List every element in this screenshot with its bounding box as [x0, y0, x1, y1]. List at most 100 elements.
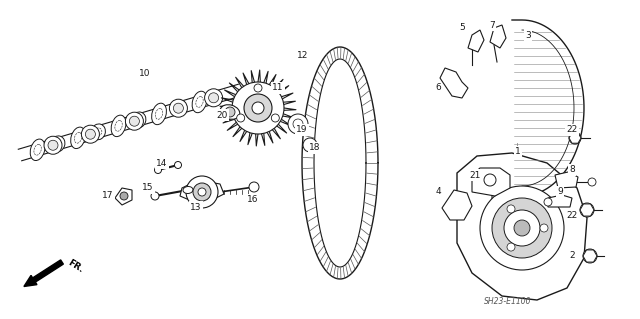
Polygon shape: [442, 190, 472, 220]
Text: 9: 9: [557, 188, 563, 197]
Polygon shape: [457, 153, 587, 300]
Circle shape: [288, 114, 308, 134]
Text: 5: 5: [459, 24, 465, 33]
Circle shape: [237, 114, 244, 122]
Circle shape: [588, 178, 596, 186]
Polygon shape: [580, 204, 594, 216]
Circle shape: [249, 182, 259, 192]
Circle shape: [540, 224, 548, 232]
Polygon shape: [472, 168, 510, 196]
Ellipse shape: [172, 100, 186, 116]
Circle shape: [170, 99, 188, 117]
Circle shape: [583, 249, 597, 263]
Text: 17: 17: [102, 190, 114, 199]
Ellipse shape: [54, 140, 61, 148]
Circle shape: [81, 125, 99, 143]
Circle shape: [254, 84, 262, 92]
Text: 12: 12: [298, 51, 308, 61]
Ellipse shape: [152, 103, 166, 125]
Ellipse shape: [51, 136, 65, 152]
Text: 1: 1: [515, 147, 521, 157]
Ellipse shape: [196, 97, 204, 107]
Text: 19: 19: [296, 125, 308, 135]
Polygon shape: [548, 195, 572, 207]
Ellipse shape: [34, 145, 42, 155]
Polygon shape: [115, 188, 132, 205]
Polygon shape: [492, 191, 557, 218]
Circle shape: [271, 114, 279, 122]
Polygon shape: [314, 59, 366, 267]
Ellipse shape: [111, 115, 126, 137]
Circle shape: [173, 103, 184, 113]
Ellipse shape: [156, 108, 163, 119]
Polygon shape: [180, 180, 224, 202]
Circle shape: [504, 210, 540, 246]
Text: 2: 2: [569, 251, 575, 261]
Text: 3: 3: [525, 31, 531, 40]
Text: 13: 13: [190, 203, 202, 211]
Text: 10: 10: [140, 69, 151, 78]
Circle shape: [175, 161, 182, 168]
Text: FR.: FR.: [66, 258, 84, 274]
Text: 18: 18: [309, 144, 321, 152]
Polygon shape: [440, 68, 468, 98]
Text: 16: 16: [247, 196, 259, 204]
Circle shape: [129, 116, 140, 126]
Ellipse shape: [192, 91, 207, 113]
Circle shape: [225, 107, 235, 117]
Circle shape: [544, 198, 552, 206]
Polygon shape: [555, 172, 578, 188]
Circle shape: [205, 89, 223, 107]
Circle shape: [569, 132, 581, 144]
Circle shape: [44, 136, 62, 154]
Circle shape: [580, 203, 594, 217]
Ellipse shape: [176, 104, 183, 112]
Ellipse shape: [220, 105, 240, 119]
Ellipse shape: [183, 187, 193, 194]
Polygon shape: [19, 84, 242, 161]
Circle shape: [120, 192, 128, 200]
Ellipse shape: [95, 128, 102, 136]
Circle shape: [507, 205, 515, 213]
Circle shape: [252, 102, 264, 114]
Ellipse shape: [92, 124, 106, 140]
Text: 11: 11: [272, 84, 284, 93]
Circle shape: [85, 129, 95, 139]
Ellipse shape: [70, 127, 86, 149]
Text: 4: 4: [435, 188, 441, 197]
Ellipse shape: [30, 139, 45, 160]
Polygon shape: [490, 25, 506, 48]
Text: 21: 21: [469, 170, 481, 180]
Circle shape: [492, 198, 552, 258]
Ellipse shape: [135, 116, 142, 124]
Circle shape: [507, 243, 515, 251]
Text: 20: 20: [216, 110, 228, 120]
Circle shape: [125, 112, 143, 130]
Circle shape: [48, 140, 58, 150]
Ellipse shape: [74, 132, 82, 143]
Text: SH23-E1100: SH23-E1100: [484, 298, 532, 307]
Circle shape: [154, 167, 161, 174]
Circle shape: [244, 94, 272, 122]
Ellipse shape: [132, 112, 146, 128]
Circle shape: [480, 186, 564, 270]
Circle shape: [186, 176, 218, 208]
FancyArrow shape: [24, 260, 63, 286]
Circle shape: [232, 82, 284, 134]
Circle shape: [193, 183, 211, 201]
Text: 14: 14: [156, 159, 168, 167]
Text: 8: 8: [569, 166, 575, 174]
Circle shape: [151, 192, 159, 200]
Polygon shape: [468, 30, 484, 52]
Circle shape: [484, 174, 496, 186]
Circle shape: [209, 93, 219, 103]
Text: 7: 7: [489, 20, 495, 29]
Polygon shape: [569, 133, 581, 143]
Text: 6: 6: [435, 84, 441, 93]
Circle shape: [303, 138, 317, 152]
Circle shape: [198, 188, 206, 196]
Circle shape: [514, 220, 530, 236]
Text: 22: 22: [566, 125, 578, 135]
Text: 22: 22: [566, 211, 578, 219]
Ellipse shape: [115, 121, 122, 131]
